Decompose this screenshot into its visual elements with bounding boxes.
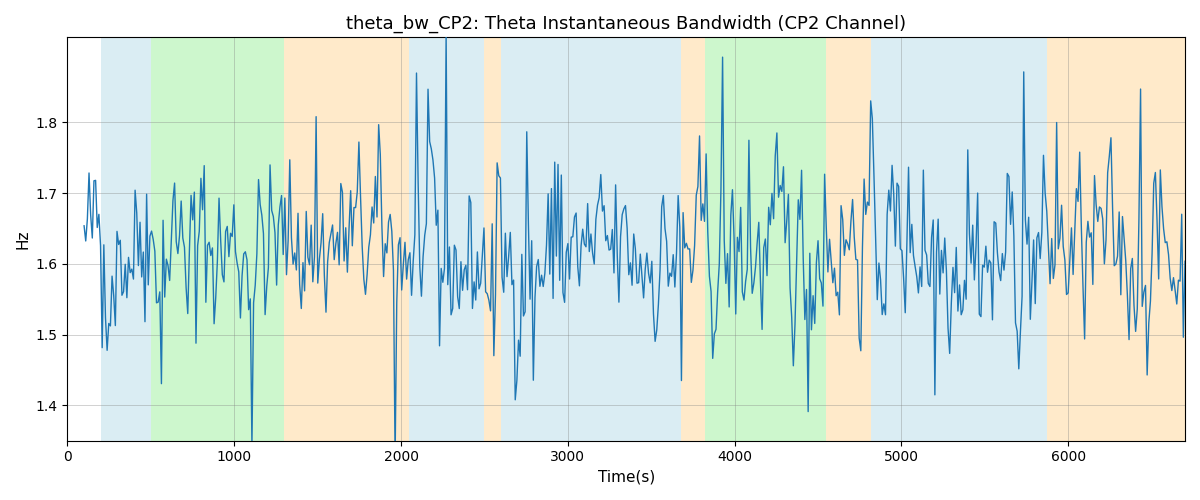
Bar xyxy=(704,38,827,440)
Bar xyxy=(485,38,502,440)
Y-axis label: Hz: Hz xyxy=(16,230,30,249)
Bar xyxy=(101,38,151,440)
Bar xyxy=(1093,38,1186,440)
Bar xyxy=(682,38,704,440)
Title: theta_bw_CP2: Theta Instantaneous Bandwidth (CP2 Channel): theta_bw_CP2: Theta Instantaneous Bandwi… xyxy=(346,15,906,34)
Bar xyxy=(151,38,284,440)
Bar xyxy=(871,38,1046,440)
Bar xyxy=(284,38,409,440)
X-axis label: Time(s): Time(s) xyxy=(598,470,655,485)
Bar xyxy=(409,38,485,440)
Bar xyxy=(827,38,871,440)
Bar xyxy=(502,38,682,440)
Bar xyxy=(1046,38,1093,440)
